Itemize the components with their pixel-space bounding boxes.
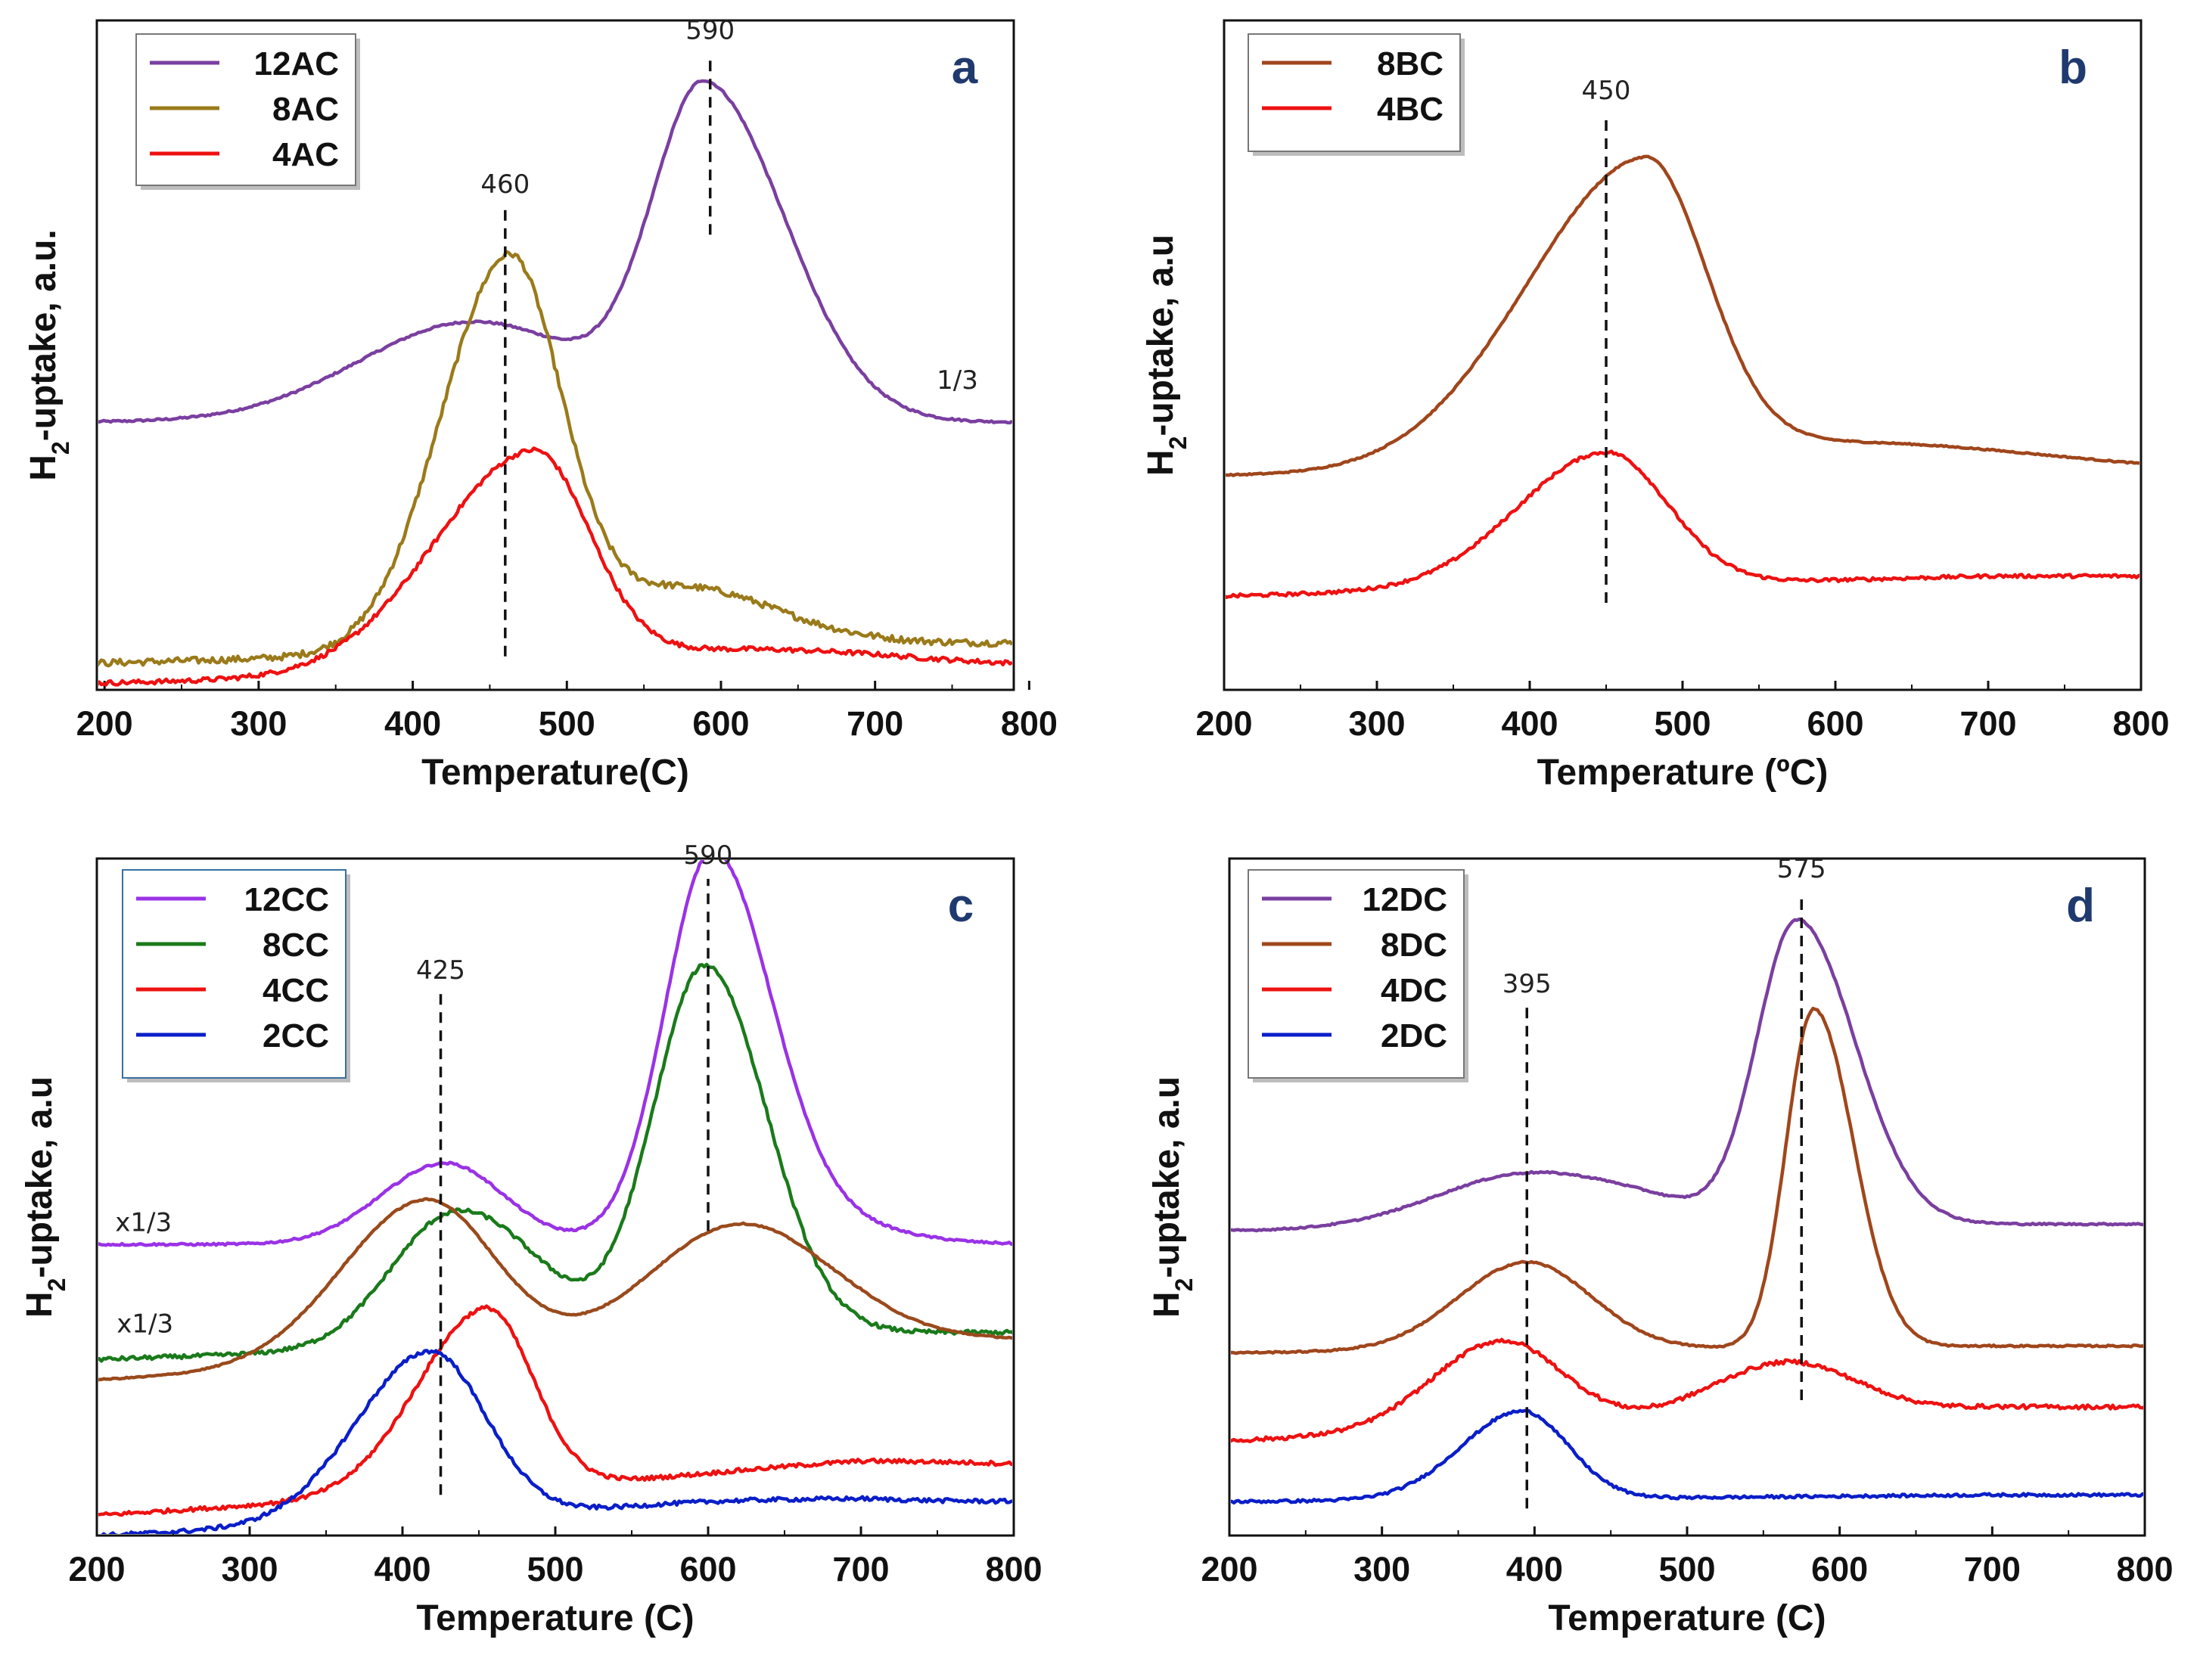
x-tick-label: 600	[1811, 1550, 1868, 1588]
x-tick-label: 700	[1959, 704, 2016, 743]
series-line-2DC	[1231, 1408, 2143, 1505]
x-tick-label: 400	[1506, 1550, 1563, 1588]
legend-label-4DC: 4DC	[1381, 972, 1447, 1009]
x-tick-label: 700	[832, 1550, 889, 1588]
legend-box	[122, 869, 346, 1079]
x-tick-label: 500	[1658, 1550, 1715, 1588]
plot-frame	[95, 19, 1015, 691]
x-tick-label: 400	[374, 1550, 430, 1588]
series-line-8DC	[1231, 1006, 2143, 1355]
series-group	[98, 860, 1012, 1534]
series-line-8AC	[98, 250, 1012, 668]
x-tick-label: 300	[221, 1550, 278, 1588]
x-tick-label: 500	[539, 704, 595, 743]
x-tick-label: 600	[679, 1550, 736, 1588]
legend-box	[1248, 869, 1465, 1079]
y-axis-title: H2-uptake, a.u.	[23, 229, 74, 481]
panel-d: 200 300 400 500 600 700 800 Temperature (C) H2-u…	[1147, 854, 2174, 1638]
legend-label-4CC: 4CC	[263, 972, 329, 1009]
x-axis-title: Temperature(C)	[421, 753, 689, 793]
legend-label-4AC: 4AC	[272, 136, 339, 173]
panel-letter-b: b	[2059, 42, 2087, 94]
x-axis-title: Temperature (ºC)	[1537, 753, 1829, 793]
series-line-12AC	[98, 79, 1012, 425]
x-tick-label: 800	[985, 1550, 1042, 1588]
y-axis-title: H2-uptake, a.u	[1147, 1076, 1198, 1318]
x-tick-label: 200	[76, 704, 133, 743]
x-tick-label: 600	[692, 704, 749, 743]
x-tick-label: 700	[1964, 1550, 2021, 1588]
series-line-4CC	[98, 1304, 1012, 1517]
panel-c: 200 300 400 500 600 700 800 Temperature (C) H2-u…	[20, 840, 1043, 1638]
x-axis-title: Temperature (C)	[416, 1598, 694, 1638]
legend-label-12AC: 12AC	[254, 45, 340, 82]
peak-label-450: 450	[1582, 76, 1631, 106]
panel-b: 200 300 400 500 600 700 800 Temperature (ºC) H2-…	[1141, 19, 2170, 793]
legend-label-12CC: 12CC	[244, 881, 330, 918]
series-line-unnamed	[98, 1197, 1012, 1382]
x-tick-label: 800	[2116, 1550, 2173, 1588]
legend-label-2CC: 2CC	[263, 1017, 329, 1054]
series-group	[1231, 917, 2143, 1505]
peak-label-590: 590	[684, 840, 733, 871]
x-tick-label: 400	[1501, 704, 1558, 743]
x-tick-label: 200	[1201, 1550, 1257, 1588]
x-tick-label: 800	[2112, 704, 2169, 743]
annotation: x1/3	[115, 1207, 172, 1237]
peak-label-460: 460	[480, 169, 530, 200]
peak-label-590: 590	[685, 15, 735, 45]
series-line-4DC	[1231, 1337, 2143, 1444]
annotation: x1/3	[117, 1309, 173, 1340]
x-tick-label: 300	[230, 704, 287, 743]
series-line-2CC	[101, 1349, 1012, 1534]
legend-label-8BC: 8BC	[1377, 45, 1443, 82]
peak-label-575: 575	[1777, 854, 1826, 884]
series-line-4BC	[1226, 449, 2140, 599]
series-line-12CC	[98, 860, 1012, 1247]
panel-letter-a: a	[952, 42, 978, 94]
series-line-4AC	[98, 446, 1012, 687]
x-tick-label: 400	[384, 704, 441, 743]
x-tick-label: 300	[1348, 704, 1405, 743]
y-axis-title: H2-uptake, a.u	[20, 1076, 70, 1318]
series-line-8BC	[1226, 154, 2140, 477]
legend-box	[1248, 33, 1461, 152]
annotation: 1/3	[937, 365, 978, 396]
legend-label-4BC: 4BC	[1377, 91, 1443, 128]
legend-label-8DC: 8DC	[1381, 927, 1447, 964]
legend-label-2DC: 2DC	[1381, 1017, 1447, 1054]
x-tick-label: 200	[68, 1550, 125, 1588]
series-group	[1226, 154, 2140, 599]
panel-a: 200 300 400 500 600 700 800 Temperature(C) H2-up…	[23, 15, 1058, 793]
peak-label-425: 425	[416, 955, 465, 986]
x-tick-label: 500	[1654, 704, 1711, 743]
peak-label-395: 395	[1502, 969, 1552, 999]
panel-letter-c: c	[948, 880, 974, 932]
x-tick-label: 300	[1353, 1550, 1410, 1588]
legend-label-12DC: 12DC	[1363, 881, 1448, 918]
series-line-12DC	[1231, 917, 2143, 1233]
x-tick-label: 500	[527, 1550, 583, 1588]
panel-letter-d: d	[2066, 880, 2095, 932]
x-tick-label: 700	[847, 704, 903, 743]
series-group	[98, 79, 1012, 687]
legend-label-8AC: 8AC	[272, 91, 339, 128]
legend-label-8CC: 8CC	[263, 927, 329, 964]
x-axis-title: Temperature (C)	[1548, 1598, 1826, 1638]
x-tick-label: 200	[1195, 704, 1252, 743]
y-axis-title: H2-uptake, a.u	[1141, 234, 1192, 476]
x-tick-label: 800	[1001, 704, 1058, 743]
x-tick-label: 600	[1807, 704, 1863, 743]
